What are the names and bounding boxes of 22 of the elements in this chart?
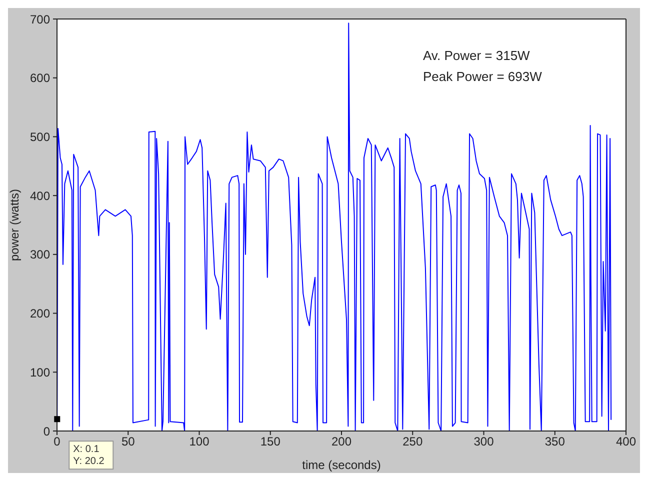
y-tick-label: 300 <box>30 248 50 262</box>
annotation: Av. Power = 315W <box>423 48 530 63</box>
x-tick-label: 50 <box>121 434 136 449</box>
x-tick-label: 350 <box>544 434 566 449</box>
y-tick-label: 100 <box>30 365 50 380</box>
x-tick-label: 0 <box>54 434 61 449</box>
x-tick-label: 200 <box>331 434 352 449</box>
x-tick-label: 100 <box>189 434 210 449</box>
annotation: X: 0.1 Y: 20.2 <box>73 444 105 468</box>
annotation: Peak Power = 693W <box>423 69 542 84</box>
y-tick-label: 0 <box>43 424 50 438</box>
x-tick-label: 250 <box>402 434 423 449</box>
x-axis-title: time (seconds) <box>302 458 381 472</box>
y-tick-label: 600 <box>30 71 50 86</box>
y-tick-label: 200 <box>30 306 50 321</box>
y-tick-label: 500 <box>30 130 50 144</box>
x-tick-label: 150 <box>260 434 281 449</box>
y-tick-label: 700 <box>30 12 50 26</box>
y-tick-label: 400 <box>30 188 50 203</box>
y-axis-title: power (watts) <box>7 188 22 262</box>
x-tick-label: 400 <box>616 434 636 449</box>
x-tick-label: 300 <box>474 434 494 449</box>
